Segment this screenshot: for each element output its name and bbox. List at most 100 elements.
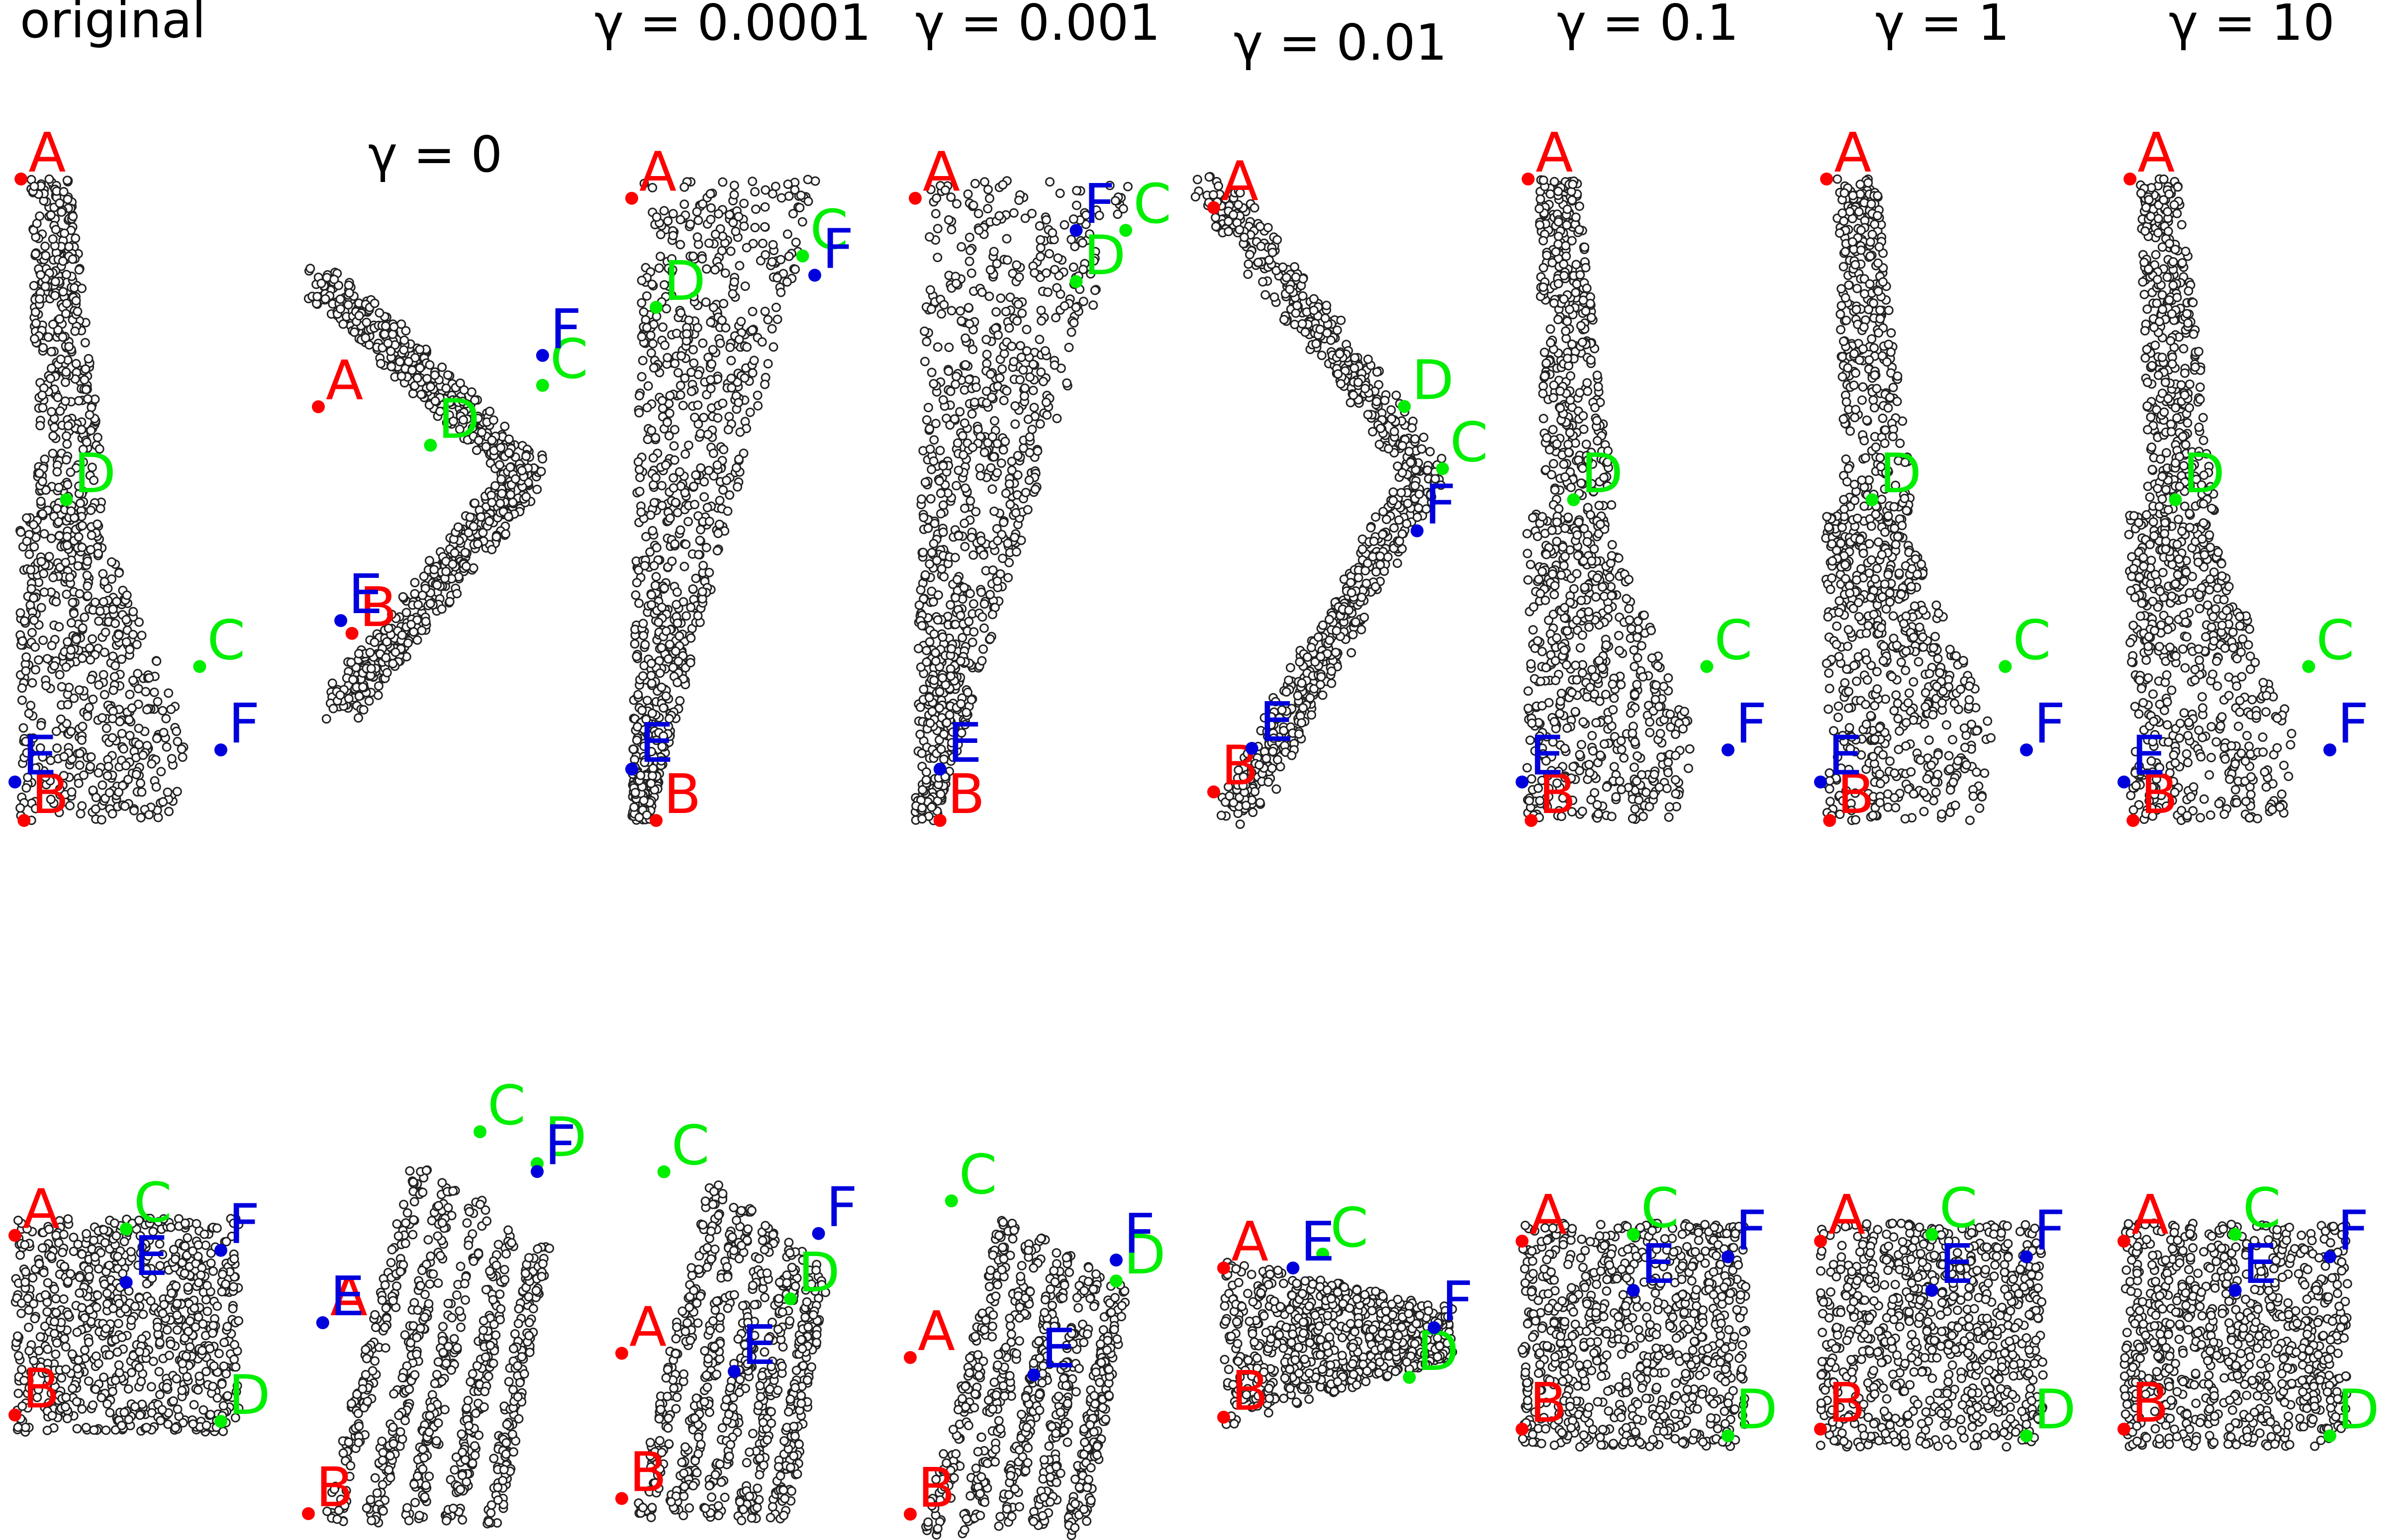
panel-1-point <box>415 363 425 373</box>
panel-3-point <box>1042 410 1052 420</box>
panel-0-point <box>48 234 58 244</box>
panel-0-point <box>106 557 116 567</box>
panel-5-point <box>1576 596 1586 605</box>
panel-2-point <box>637 332 647 342</box>
panel-0-point <box>134 617 144 627</box>
panel-2-point <box>636 507 646 517</box>
panel-0-point <box>121 761 131 771</box>
panel-2-point <box>665 639 674 649</box>
panel-1-point <box>397 630 407 640</box>
panel-0-point <box>29 520 38 530</box>
panel-4-point <box>1346 578 1355 588</box>
panel-4-point <box>1393 461 1403 471</box>
panel-0-point <box>26 565 36 575</box>
panel-4-point <box>1322 300 1332 310</box>
panel-2-point <box>657 501 667 511</box>
panel-3-point <box>963 189 973 199</box>
panel-1-point <box>460 547 470 557</box>
panel-0-point <box>86 674 96 684</box>
panel-4-point <box>1318 690 1328 700</box>
panel-5-point <box>1615 645 1625 655</box>
panel-0-point <box>61 455 71 465</box>
panel-4-point <box>1380 395 1390 405</box>
panel-0-point <box>29 542 39 552</box>
panel-4-point <box>1258 277 1268 287</box>
panel-3-point <box>1000 437 1010 447</box>
panel-0-point <box>48 431 58 441</box>
panel-2-point <box>652 212 662 222</box>
panel-3-point <box>965 246 975 256</box>
panel-0-point <box>27 678 37 688</box>
panel-0-point <box>133 669 143 679</box>
panel-4-point <box>1336 315 1346 325</box>
panel-3-point <box>1036 235 1046 245</box>
panel-4-point <box>1396 488 1406 498</box>
panel-3-point <box>966 268 976 278</box>
panel-3-point <box>915 729 925 739</box>
panel-5-point <box>1560 472 1570 482</box>
panel-5-point <box>1632 633 1642 642</box>
panel-0-point <box>80 375 90 385</box>
panel-2-point <box>784 191 794 201</box>
panel-0-point <box>39 569 49 578</box>
panel-1-point <box>510 474 520 484</box>
panel-0-point <box>36 270 46 280</box>
panel-title-gamma-0.01: γ = 0.01 <box>1234 13 1447 72</box>
panel-2-point <box>641 532 651 542</box>
panel-4-point <box>1383 552 1393 562</box>
panel-2-point <box>768 342 778 352</box>
panel-0-point <box>78 722 88 731</box>
panel-4-point <box>1320 313 1330 323</box>
panel-0-point <box>46 755 56 765</box>
panel-0-point <box>78 623 88 633</box>
panel-5-point <box>1547 526 1557 535</box>
panel-3-point <box>968 345 978 355</box>
panel-title-gamma-10: γ = 10 <box>2169 0 2335 52</box>
panel-0-point <box>51 225 61 235</box>
panel-3-point <box>981 335 991 345</box>
panel-3-point <box>964 232 974 242</box>
panel-2-point <box>761 250 770 260</box>
panel-3-point <box>968 550 978 560</box>
panel-4-point <box>1397 441 1407 451</box>
panel-3-point <box>1021 488 1031 497</box>
panel-5-point <box>1523 575 1533 585</box>
panel-3-point <box>952 371 961 381</box>
panel-2-point <box>763 359 773 368</box>
panel-2-point <box>797 217 807 227</box>
panel-5-point <box>1622 594 1631 604</box>
panel-5-point <box>1572 569 1582 579</box>
panel-0-point <box>54 482 64 492</box>
panel-0-point <box>22 513 31 523</box>
panel-2-point <box>795 203 805 213</box>
panel-3-point <box>937 564 947 574</box>
panel-2-point <box>635 486 645 496</box>
panel-2-point <box>739 221 749 231</box>
panel-5-point <box>1579 424 1589 434</box>
panel-2-point <box>729 181 739 190</box>
panel-0-point <box>124 715 134 725</box>
panel-0-point <box>58 256 68 266</box>
panel-0-point <box>62 431 71 441</box>
panel-4-point <box>1414 503 1424 513</box>
panel-4-point <box>1291 308 1301 318</box>
panel-4-point <box>1271 784 1281 794</box>
panel-2-point <box>689 481 699 491</box>
panel-5-point <box>1615 776 1625 786</box>
panel-5-point <box>1632 680 1642 690</box>
panel-4-point <box>1300 327 1310 337</box>
panel-4-point <box>1389 523 1399 533</box>
panel-2-point <box>642 403 652 413</box>
panel-0-point <box>75 760 85 770</box>
panel-2-point <box>648 339 658 349</box>
panel-5-point <box>1535 194 1545 204</box>
panel-4-point <box>1382 515 1391 524</box>
panel-0-point <box>77 801 87 811</box>
panel-4-point <box>1375 560 1385 569</box>
panel-2-point <box>772 314 782 324</box>
panel-3-point <box>917 748 927 758</box>
panel-3-point <box>1040 346 1050 356</box>
panel-3-point <box>979 623 989 633</box>
panel-5-point <box>1591 592 1601 602</box>
panel-3-point <box>965 496 975 506</box>
